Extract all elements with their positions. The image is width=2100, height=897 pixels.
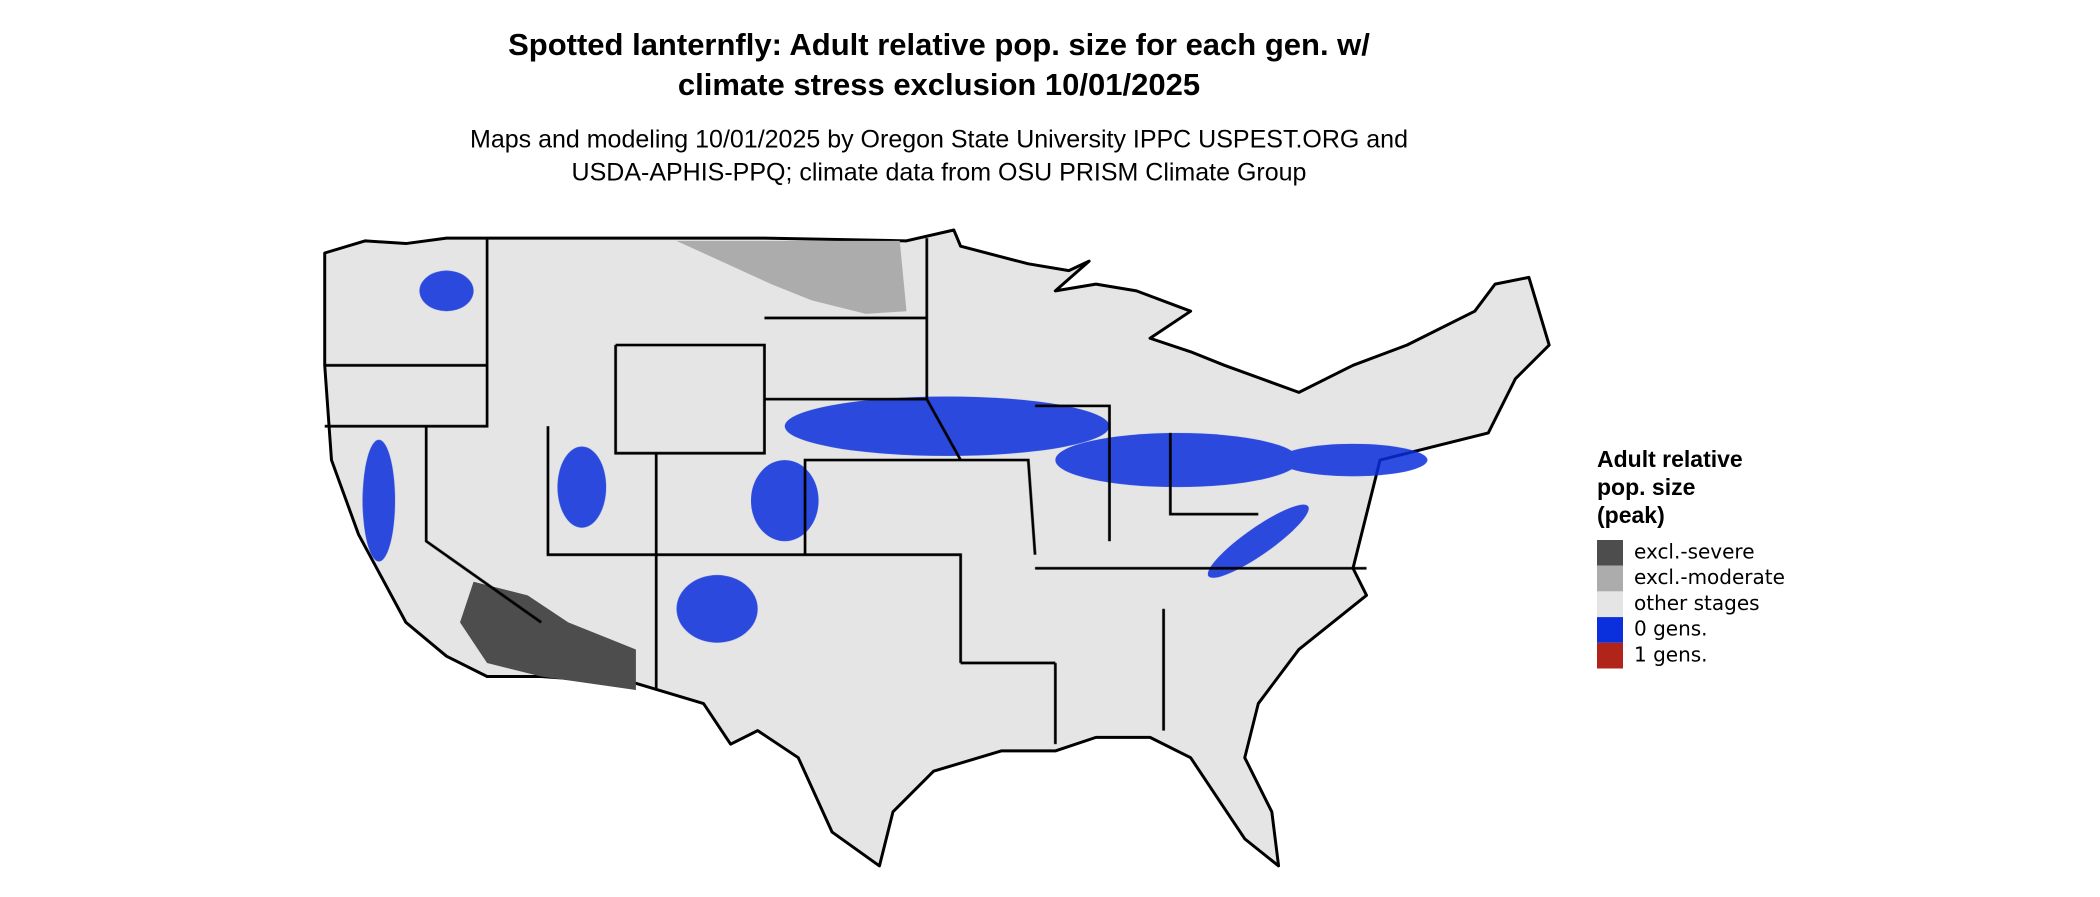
population-area bbox=[1055, 432, 1299, 488]
population-areas bbox=[362, 270, 1428, 643]
legend-title: pop. size bbox=[1597, 474, 1695, 500]
legend-swatch bbox=[1597, 540, 1623, 566]
legend: Adult relative pop. size (peak) excl.-se… bbox=[1597, 446, 1785, 669]
population-area bbox=[750, 460, 819, 542]
excl-moderate-area bbox=[676, 240, 907, 314]
population-area bbox=[557, 446, 607, 528]
subtitle: USDA-APHIS-PPQ; climate data from OSU PR… bbox=[572, 159, 1307, 187]
legend-label: other stages bbox=[1634, 591, 1760, 615]
us-map bbox=[323, 228, 1551, 868]
legend-swatch bbox=[1597, 565, 1623, 592]
legend-swatch bbox=[1597, 591, 1623, 618]
legend-swatch bbox=[1597, 617, 1623, 643]
title: climate stress exclusion 10/01/2025 bbox=[678, 67, 1200, 102]
population-area bbox=[1278, 443, 1428, 477]
population-area bbox=[362, 439, 396, 562]
title: Spotted lanternfly: Adult relative pop. … bbox=[508, 27, 1370, 62]
legend-title: Adult relative bbox=[1597, 446, 1743, 472]
population-area bbox=[784, 396, 1110, 456]
state-borders bbox=[324, 238, 1367, 745]
us-outline bbox=[323, 228, 1551, 868]
legend-title: (peak) bbox=[1597, 502, 1665, 528]
subtitle: Maps and modeling 10/01/2025 by Oregon S… bbox=[470, 126, 1408, 154]
legend-label: 1 gens. bbox=[1634, 642, 1708, 666]
legend-swatch bbox=[1597, 642, 1623, 669]
population-area bbox=[419, 270, 474, 312]
excl-severe-area bbox=[460, 581, 636, 691]
legend-label: 0 gens. bbox=[1634, 617, 1708, 641]
population-area bbox=[1207, 504, 1309, 578]
legend-label: excl.-moderate bbox=[1634, 565, 1785, 589]
legend-label: excl.-severe bbox=[1634, 540, 1755, 564]
population-area bbox=[676, 575, 758, 643]
